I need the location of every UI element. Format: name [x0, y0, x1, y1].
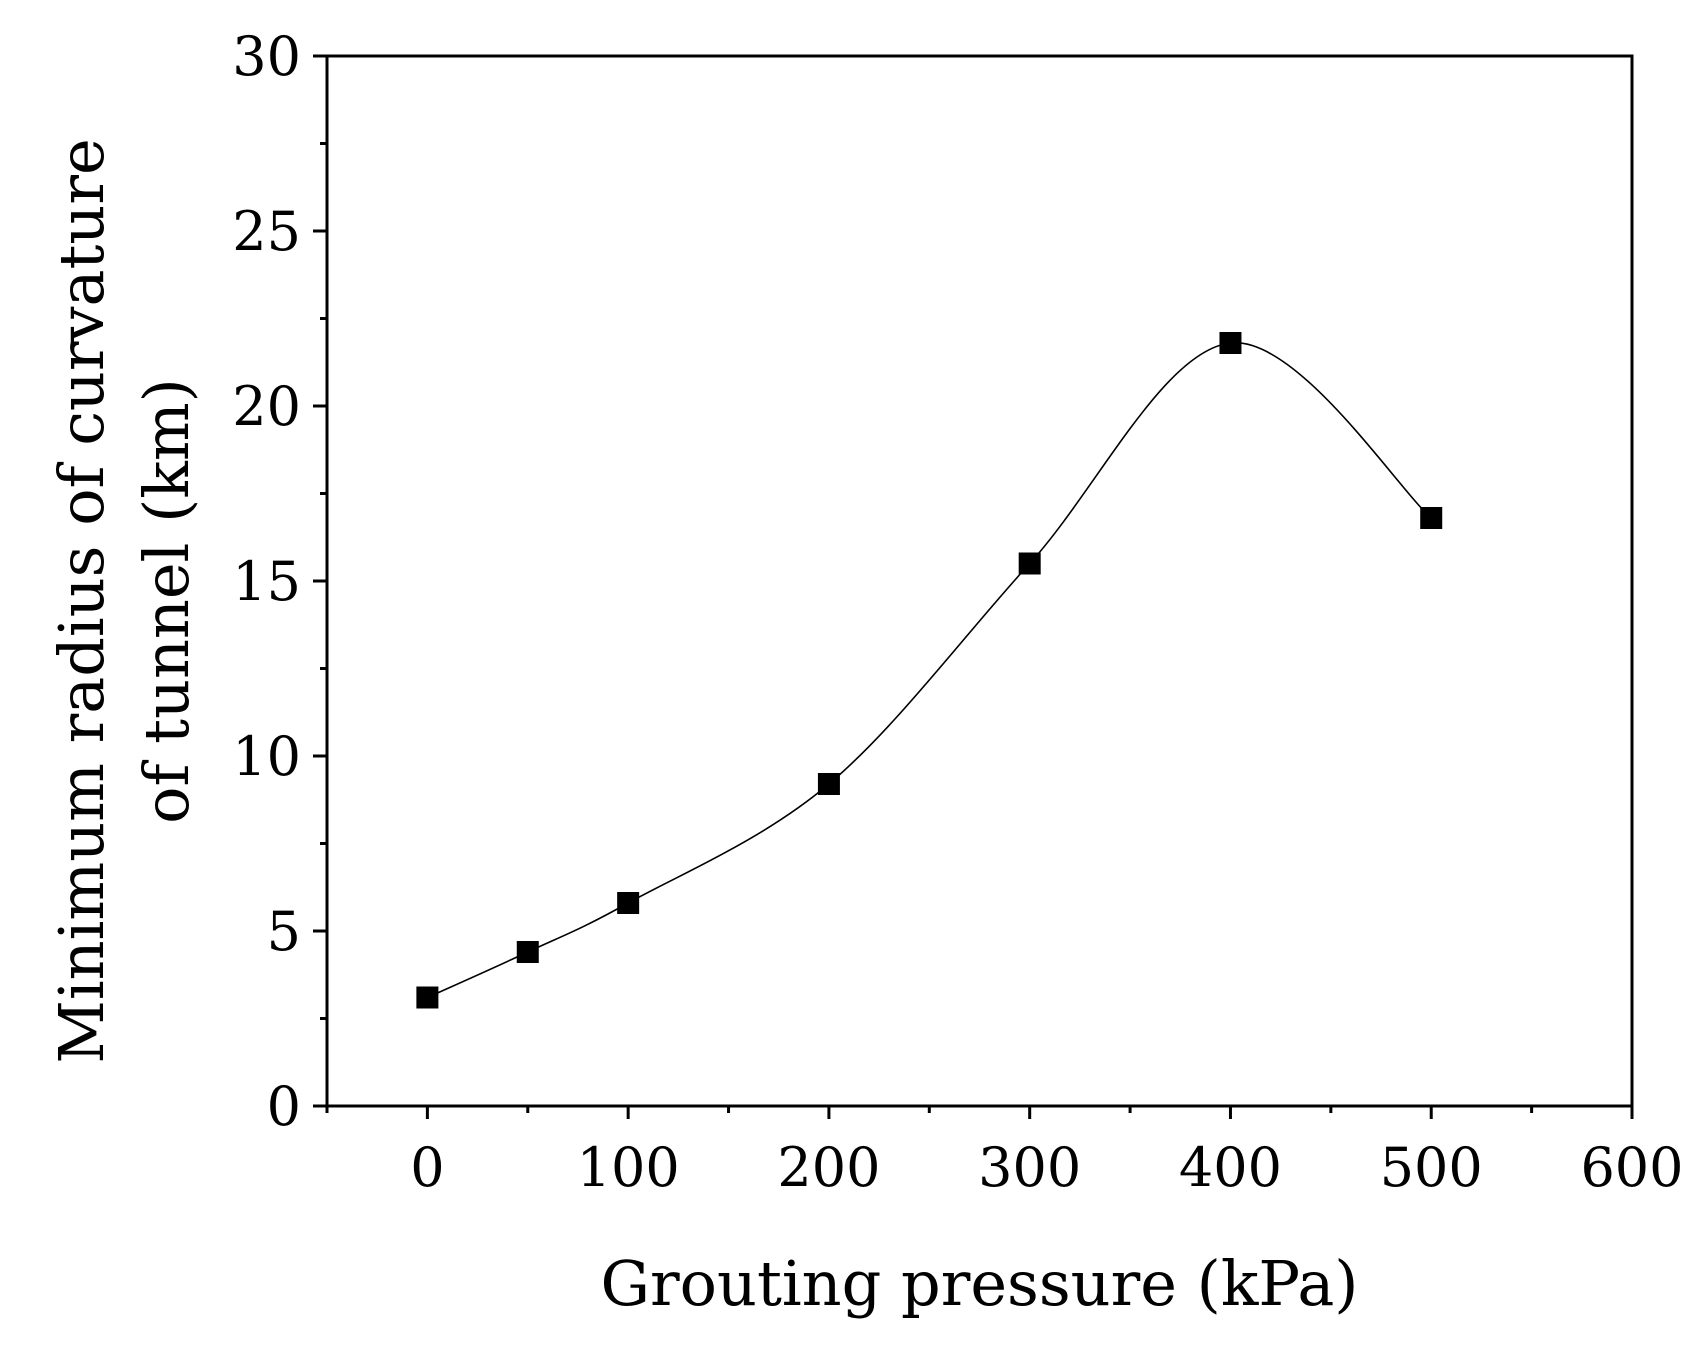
x-tick-label: 500	[1380, 1136, 1483, 1199]
x-axis-ticks: 0 100 200 300 400 500 600	[325, 1106, 1684, 1199]
data-point-marker	[516, 941, 539, 963]
y-axis-title: Minimum radius of curvature of tunnel (k…	[45, 138, 203, 1063]
x-tick-label: 600	[1580, 1136, 1683, 1199]
data-point-marker	[1018, 552, 1041, 575]
y-axis-title-line-2: of tunnel (km)	[130, 378, 203, 824]
x-tick-label: 400	[1179, 1136, 1282, 1199]
y-tick-label: 15	[232, 550, 301, 613]
y-tick-label: 30	[232, 25, 301, 88]
x-tick-label: 200	[777, 1136, 880, 1199]
data-point-marker	[416, 986, 439, 1009]
data-markers	[416, 332, 1443, 1009]
data-point-marker	[817, 773, 840, 795]
y-axis-ticks: 0 5 10 15 20 25 30	[232, 25, 327, 1138]
y-axis-title-line-1: Minimum radius of curvature	[45, 138, 118, 1063]
x-tick-label: 0	[410, 1136, 444, 1199]
x-tick-label: 100	[577, 1136, 680, 1199]
y-tick-label: 5	[267, 900, 301, 963]
data-point-marker	[617, 892, 640, 914]
x-axis-title: Grouting pressure (kPa)	[601, 1247, 1359, 1320]
y-tick-label: 25	[232, 200, 301, 263]
smooth-fit-curve	[427, 342, 1432, 999]
x-tick-label: 300	[978, 1136, 1081, 1199]
data-point-marker	[1219, 332, 1242, 354]
y-tick-label: 20	[232, 375, 301, 438]
y-tick-label: 10	[232, 725, 301, 788]
y-tick-label: 0	[267, 1075, 301, 1138]
data-point-marker	[1420, 507, 1443, 529]
